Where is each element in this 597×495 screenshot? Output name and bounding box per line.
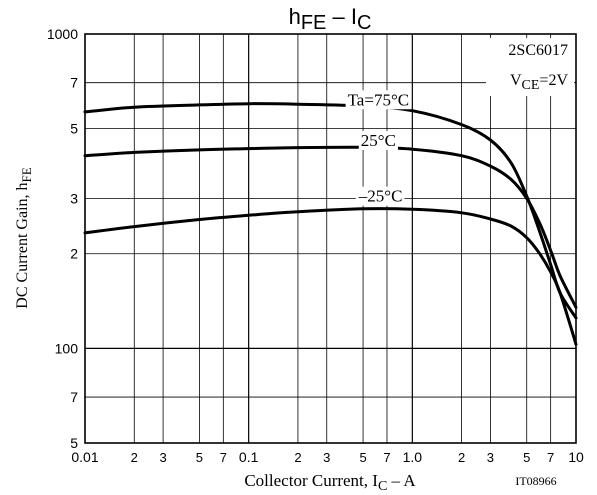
series-label-backdrop [355,186,405,206]
series-label: Ta=75°C [348,90,409,109]
y-axis-label: DC Current Gain, hFE [14,167,34,308]
x-tick-label: 3 [159,450,166,465]
series-line-1 [83,145,578,309]
x-tick-label: 5 [523,450,530,465]
x-tick-label: 0.1 [239,449,259,465]
x-tick-label: 3 [487,450,494,465]
series-line-0 [83,102,578,320]
series-label-backdrop [358,131,398,151]
x-tick-label: 3 [323,450,330,465]
legend-backdrop [486,38,574,96]
y-tick-label: 2 [70,246,78,262]
x-tick-labels: 0.01 2 3 5 7 0.1 2 3 5 7 1.0 2 3 5 7 10 [71,449,584,465]
x-tick-label: 5 [359,450,366,465]
x-tick-label: 10 [568,449,584,465]
x-tick-label: 2 [294,450,301,465]
series-label: 25°C [361,131,396,150]
plot-frame [84,33,577,444]
y-tick-label: 7 [70,75,78,91]
x-tick-label: 7 [220,450,227,465]
x-tick-label: 2 [131,450,138,465]
y-tick-label: 1000 [47,26,78,42]
x-tick-label: 2 [458,450,465,465]
y-tick-label: 100 [55,340,79,356]
x-tick-label: 7 [547,450,554,465]
chart-title: hFE – IC [289,4,372,34]
test-condition: VCE=2V [510,72,568,93]
y-tick-label: 7 [70,389,78,405]
x-tick-label: 7 [383,450,390,465]
y-tick-label: 5 [70,121,78,137]
series-labels: Ta=75°C 25°C –25°C [345,90,412,206]
x-tick-label: 5 [196,450,203,465]
y-tick-labels: 5 7 100 2 3 5 7 1000 [47,26,78,451]
series-line-2 [83,207,578,346]
series-label: –25°C [358,187,403,206]
y-tick-label: 3 [70,190,78,206]
series-label-backdrop [345,90,412,110]
part-number: 2SC6017 [508,42,568,59]
series-curves [83,102,578,346]
x-axis-label: Collector Current, IC – A [244,471,416,494]
figure-id: IT08966 [515,474,556,488]
y-tick-label: 5 [70,435,78,451]
x-tick-label: 0.01 [71,449,98,465]
x-tick-label: 1.0 [403,449,423,465]
